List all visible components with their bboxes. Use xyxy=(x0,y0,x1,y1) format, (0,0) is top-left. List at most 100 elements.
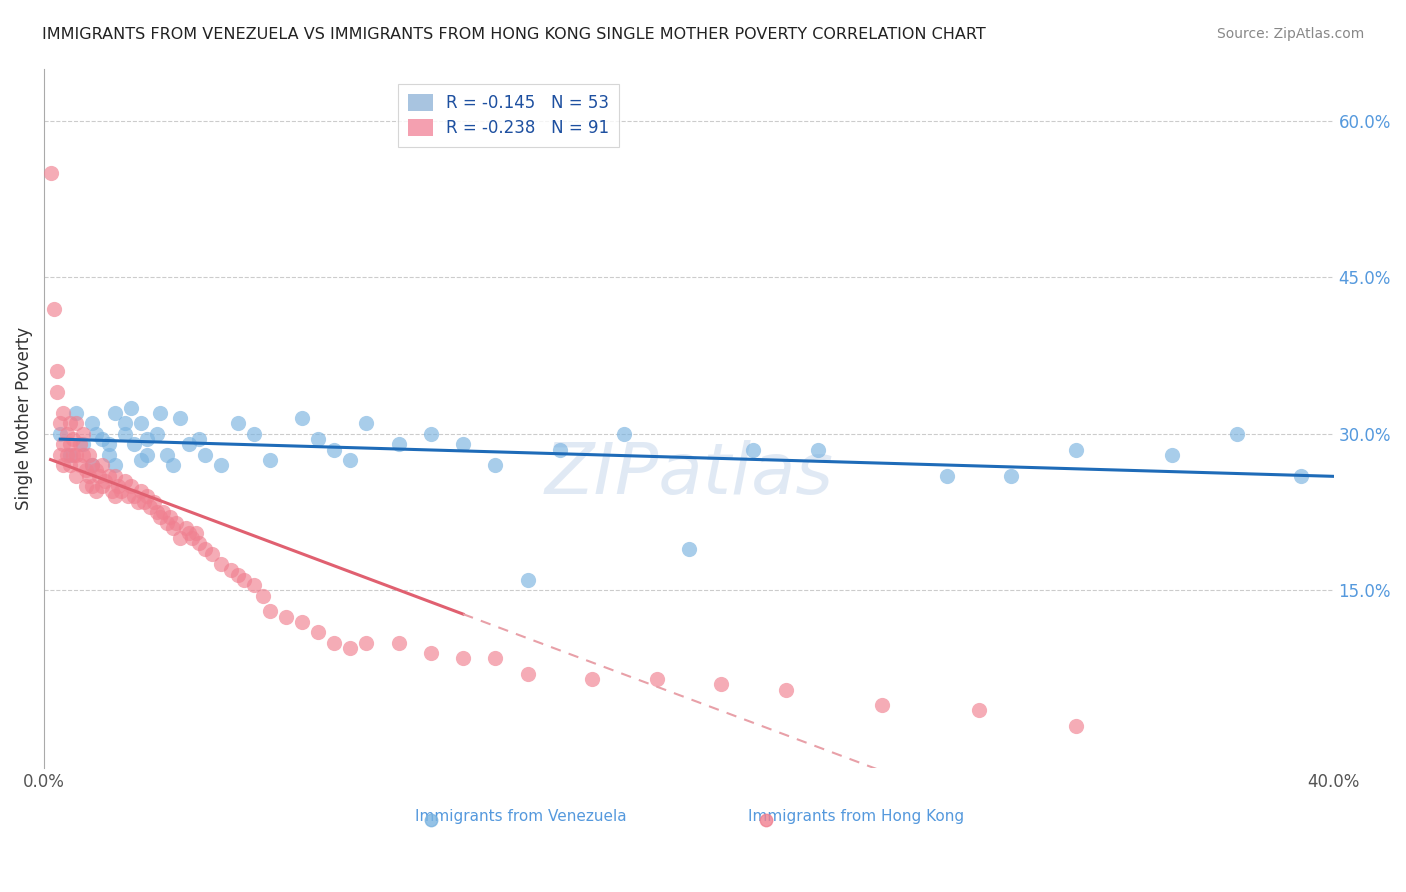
Point xyxy=(65,417,87,431)
Point xyxy=(101,484,124,499)
Point xyxy=(209,458,232,473)
Point xyxy=(242,426,264,441)
Point xyxy=(72,437,94,451)
Point xyxy=(1226,426,1249,441)
Point xyxy=(69,437,91,451)
Point xyxy=(129,453,152,467)
Point xyxy=(114,417,136,431)
Point xyxy=(484,651,506,665)
Point xyxy=(169,411,191,425)
Point xyxy=(872,698,894,713)
Point xyxy=(451,651,474,665)
Point xyxy=(156,516,179,530)
Point xyxy=(91,432,114,446)
Point xyxy=(388,437,411,451)
Point xyxy=(420,646,443,660)
Point xyxy=(356,417,378,431)
Point xyxy=(194,541,217,556)
Point xyxy=(84,484,107,499)
Point xyxy=(77,468,100,483)
Text: IMMIGRANTS FROM VENEZUELA VS IMMIGRANTS FROM HONG KONG SINGLE MOTHER POVERTY COR: IMMIGRANTS FROM VENEZUELA VS IMMIGRANTS … xyxy=(42,27,986,42)
Point xyxy=(259,604,281,618)
Point xyxy=(259,453,281,467)
Point xyxy=(39,166,62,180)
Point xyxy=(388,635,411,649)
Point xyxy=(62,432,84,446)
Text: Immigrants from Venezuela: Immigrants from Venezuela xyxy=(415,809,627,824)
Point xyxy=(104,406,127,420)
Point xyxy=(59,448,82,462)
Point xyxy=(187,432,209,446)
Point xyxy=(124,437,146,451)
Point xyxy=(82,417,104,431)
Point xyxy=(323,442,346,457)
Point xyxy=(124,490,146,504)
Point xyxy=(149,406,172,420)
Point xyxy=(1000,468,1022,483)
Point xyxy=(307,432,329,446)
Point xyxy=(339,640,361,655)
Point xyxy=(581,672,603,686)
Point xyxy=(139,500,162,514)
Point xyxy=(1064,719,1087,733)
Y-axis label: Single Mother Poverty: Single Mother Poverty xyxy=(15,326,32,509)
Point xyxy=(82,458,104,473)
Point xyxy=(97,448,120,462)
Point xyxy=(775,682,797,697)
Point xyxy=(219,563,242,577)
Point xyxy=(62,448,84,462)
Point xyxy=(107,479,129,493)
Point xyxy=(129,417,152,431)
Point xyxy=(91,458,114,473)
Point xyxy=(169,531,191,545)
Point xyxy=(967,704,990,718)
Point xyxy=(69,458,91,473)
Point xyxy=(55,448,77,462)
Point xyxy=(678,541,700,556)
Point xyxy=(59,417,82,431)
Point xyxy=(356,635,378,649)
Point xyxy=(127,494,149,508)
Point xyxy=(55,426,77,441)
Point xyxy=(136,432,159,446)
Text: ZIPatlas: ZIPatlas xyxy=(544,440,834,508)
Point xyxy=(129,484,152,499)
Point xyxy=(52,458,75,473)
Point xyxy=(46,385,69,400)
Point xyxy=(104,468,127,483)
Point xyxy=(146,505,169,519)
Point xyxy=(136,448,159,462)
Point xyxy=(117,490,139,504)
Point xyxy=(179,437,201,451)
Point xyxy=(165,516,187,530)
Point xyxy=(82,458,104,473)
Point xyxy=(110,484,132,499)
Point xyxy=(52,437,75,451)
Point xyxy=(94,474,117,488)
Point xyxy=(184,526,207,541)
Point xyxy=(291,615,314,629)
Point xyxy=(1291,468,1313,483)
Point xyxy=(323,635,346,649)
Point xyxy=(420,426,443,441)
Point xyxy=(1161,448,1184,462)
Point xyxy=(252,589,274,603)
Point xyxy=(613,426,636,441)
Point xyxy=(91,479,114,493)
Point xyxy=(645,672,668,686)
Point xyxy=(710,677,733,691)
Point xyxy=(152,505,174,519)
Point xyxy=(46,364,69,378)
Point xyxy=(242,578,264,592)
Point xyxy=(75,479,97,493)
Point xyxy=(935,468,957,483)
Point xyxy=(162,458,184,473)
Point xyxy=(307,625,329,640)
Point xyxy=(181,531,204,545)
Point xyxy=(84,463,107,477)
Point xyxy=(87,468,110,483)
Point xyxy=(65,468,87,483)
Point xyxy=(516,573,538,587)
Point xyxy=(516,667,538,681)
Point xyxy=(59,437,82,451)
